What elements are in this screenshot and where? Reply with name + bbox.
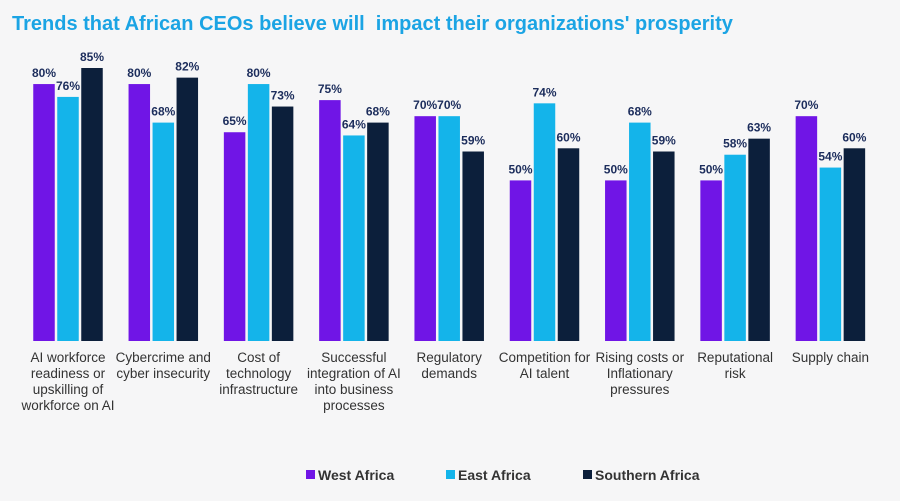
x-tick-label: Successful integration of AI into busine… xyxy=(306,350,401,413)
x-tick-label: Reputational risk xyxy=(697,350,773,381)
value-label: 80% xyxy=(247,66,271,80)
value-label: 80% xyxy=(32,66,56,80)
value-label: 68% xyxy=(366,105,390,119)
x-tick-label: Regulatory demands xyxy=(416,350,482,381)
chart-title: Trends that African CEOs believe will im… xyxy=(12,13,734,35)
value-label: 50% xyxy=(604,162,628,176)
value-label: 75% xyxy=(318,82,342,96)
value-label: 76% xyxy=(56,79,80,93)
value-label: 68% xyxy=(628,105,652,119)
x-tick-label: AI workforce readiness or upskilling of … xyxy=(21,350,115,413)
value-label: 59% xyxy=(461,134,485,148)
bar xyxy=(557,148,580,341)
bar xyxy=(819,167,842,341)
bar xyxy=(438,116,460,341)
value-label: 80% xyxy=(127,66,151,80)
bar xyxy=(271,106,294,342)
x-tick-label: Supply chain xyxy=(791,350,870,365)
value-label: 70% xyxy=(437,98,461,112)
bar xyxy=(247,84,270,341)
value-label: 68% xyxy=(151,105,175,119)
value-label: 63% xyxy=(747,121,771,135)
bar xyxy=(724,154,746,341)
bar xyxy=(176,77,199,342)
value-label: 73% xyxy=(271,89,295,103)
bar xyxy=(81,68,103,341)
bar xyxy=(653,151,675,341)
value-label: 65% xyxy=(223,114,247,128)
bar xyxy=(414,116,436,341)
bar xyxy=(509,180,532,341)
value-label: 64% xyxy=(342,117,366,131)
bar xyxy=(605,180,627,341)
legend-label: East Africa xyxy=(458,467,531,483)
x-tick-label: Rising costs or Inflationary pressures xyxy=(595,350,685,397)
value-label: 60% xyxy=(556,130,580,144)
value-label: 54% xyxy=(818,150,842,164)
bar xyxy=(533,103,556,342)
legend-label: West Africa xyxy=(318,467,394,483)
bar xyxy=(748,138,770,341)
bar xyxy=(367,122,389,341)
bar xyxy=(700,180,722,341)
bar xyxy=(795,116,818,341)
bar xyxy=(223,132,246,341)
legend-swatch xyxy=(306,470,315,479)
value-label: 82% xyxy=(175,60,199,74)
bar xyxy=(33,84,55,341)
value-label: 85% xyxy=(80,50,104,64)
value-label: 58% xyxy=(723,137,747,151)
x-tick-label: Competition for AI talent xyxy=(498,350,591,381)
value-label: 70% xyxy=(794,98,818,112)
value-label: 60% xyxy=(842,130,866,144)
x-tick-label: Cybercrime and cyber insecurity xyxy=(115,350,211,381)
x-tick-label: Cost of technology infrastructure xyxy=(219,350,298,397)
bar xyxy=(462,151,484,341)
legend-swatch xyxy=(446,470,455,479)
bar xyxy=(843,148,866,341)
value-label: 59% xyxy=(652,134,676,148)
bar xyxy=(319,100,341,341)
value-label: 70% xyxy=(413,98,437,112)
bar xyxy=(629,122,651,341)
value-label: 50% xyxy=(699,162,723,176)
legend-swatch xyxy=(583,470,592,479)
bar xyxy=(152,122,175,341)
bar xyxy=(57,96,79,341)
bar xyxy=(128,84,151,341)
legend-label: Southern Africa xyxy=(595,467,700,483)
value-label: 74% xyxy=(532,85,556,99)
value-label: 50% xyxy=(508,162,532,176)
bar xyxy=(343,135,365,341)
